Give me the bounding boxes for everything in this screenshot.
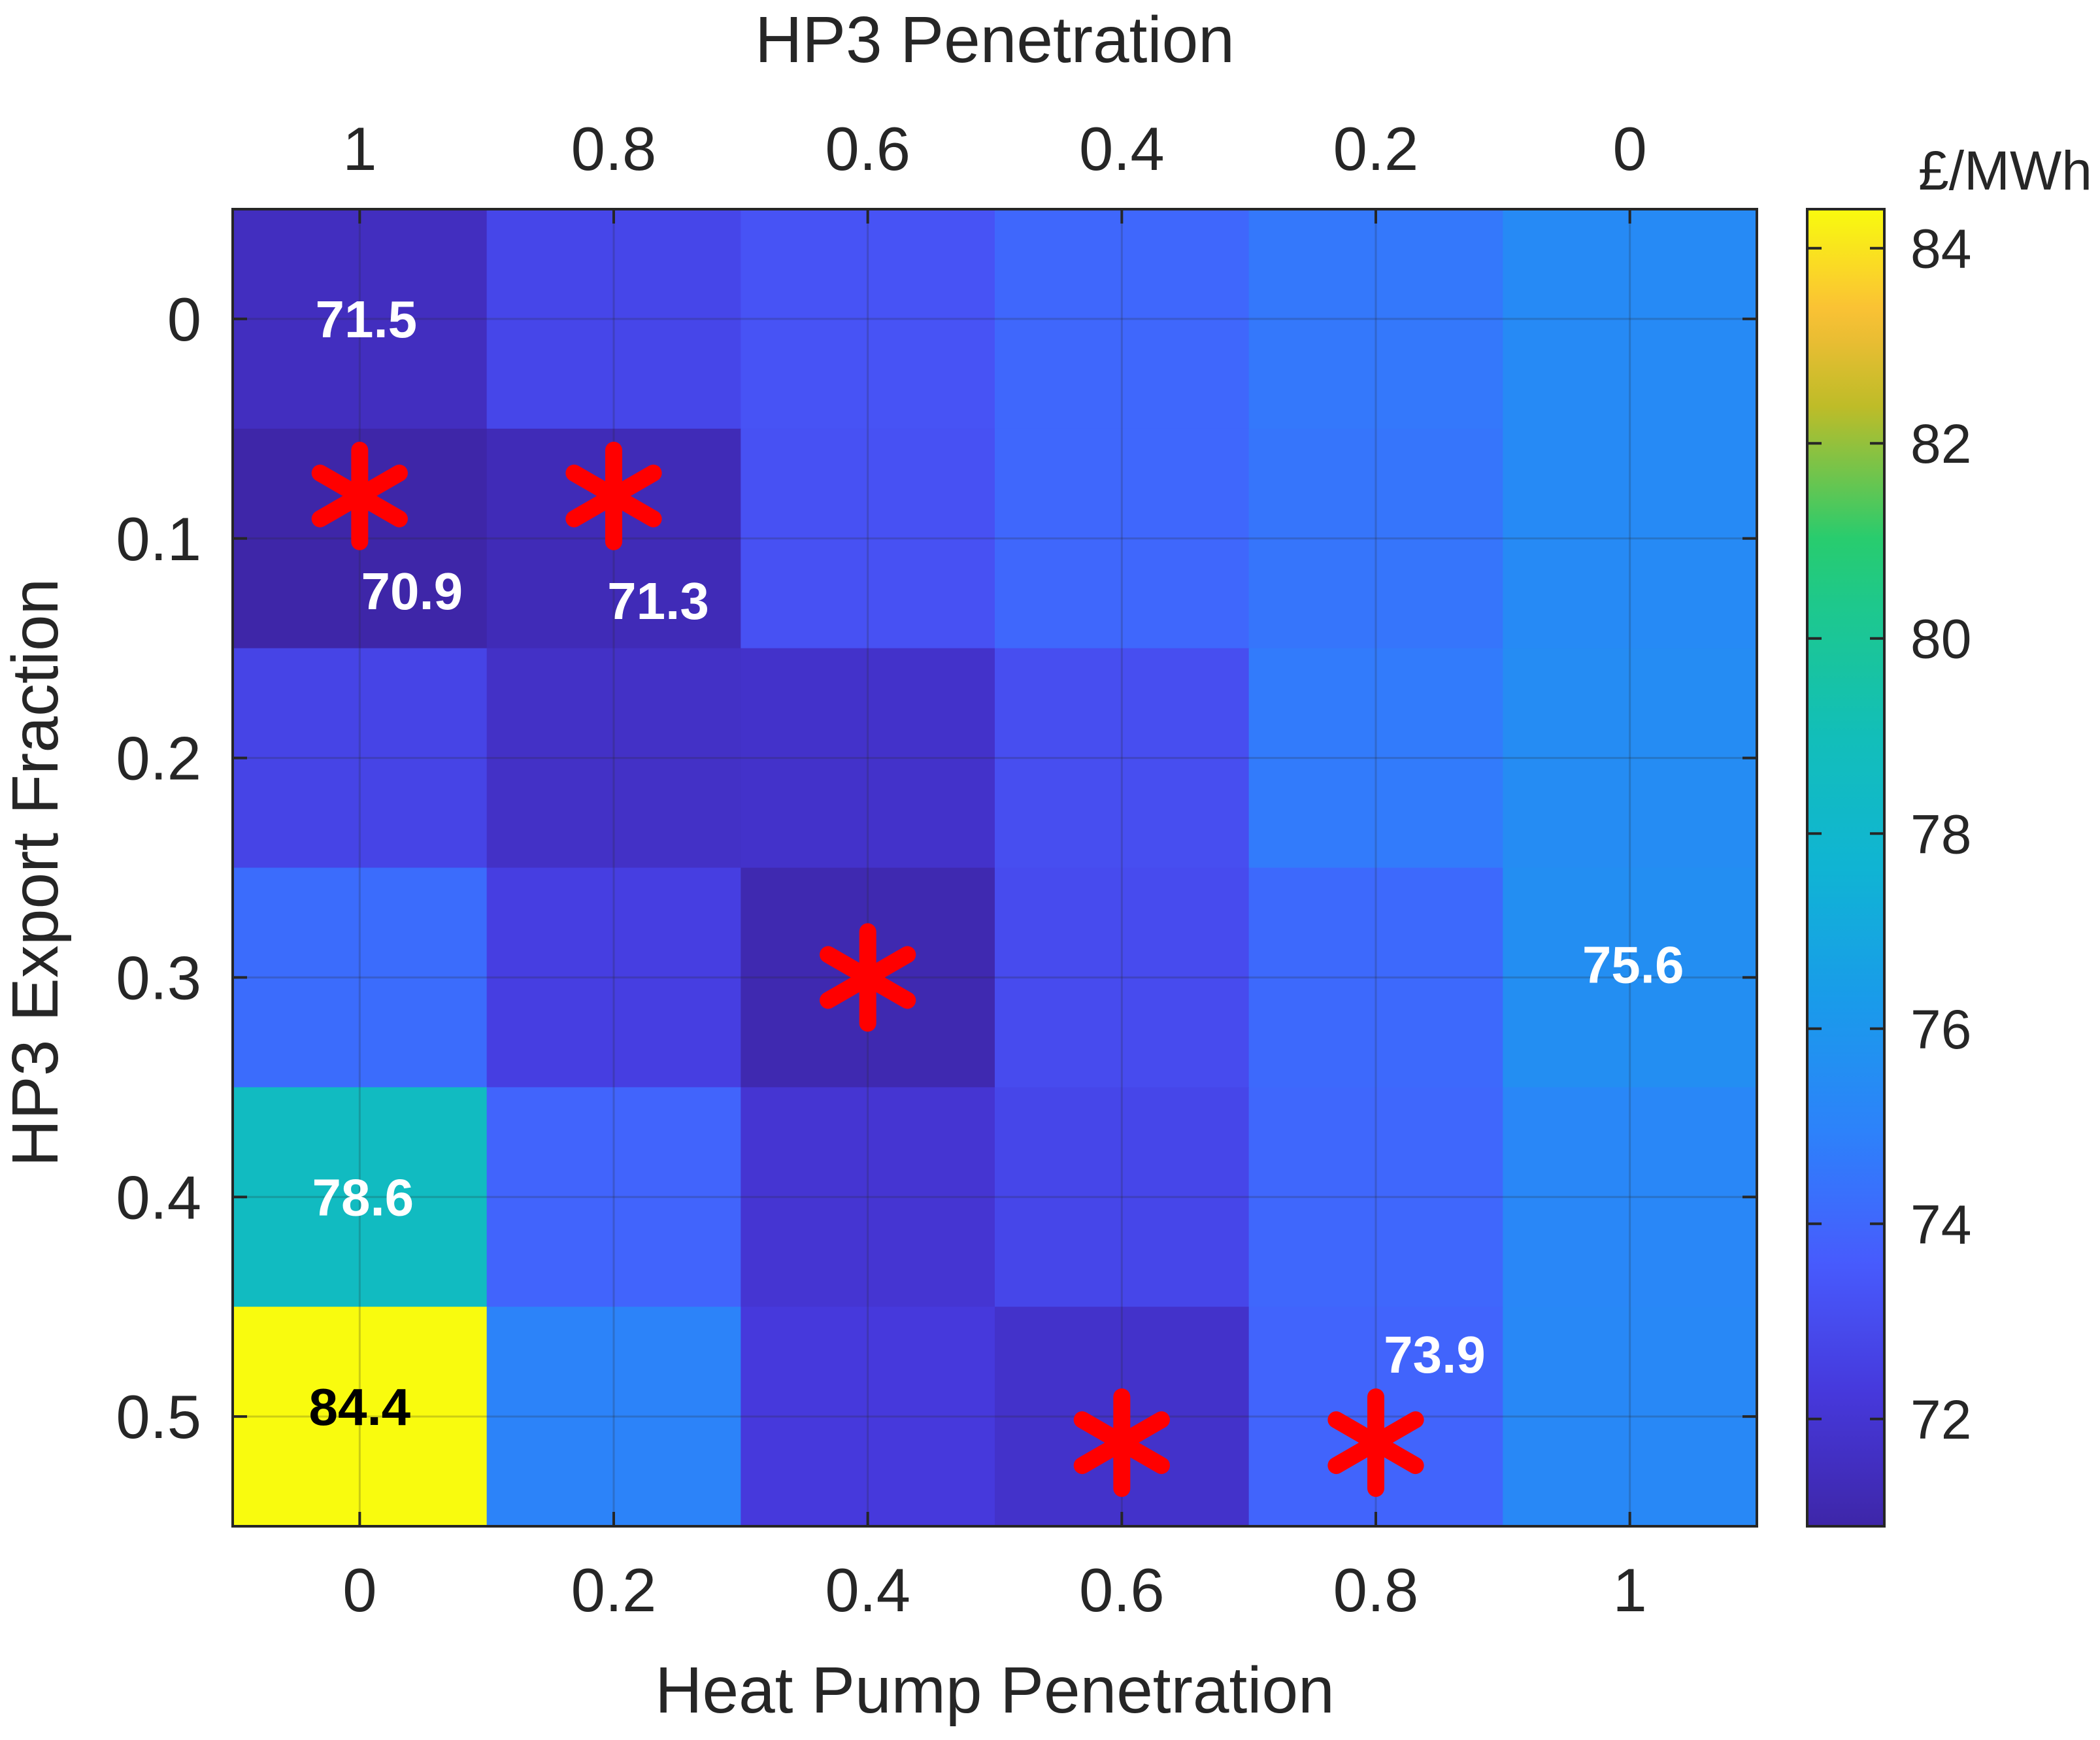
cell-value-label: 78.6: [312, 1168, 414, 1226]
heatmap-cell: [486, 1307, 741, 1527]
top-x-tick-label: 0: [1613, 114, 1647, 183]
axis-ticks: 0 0.2 0.4 0.6 0.8 1 1 0.8 0.6 0.4 0.2 0 0 0.1 0.2 0.3 0.…: [116, 114, 1757, 1624]
top-x-tick-label: 1: [342, 114, 376, 183]
heatmap-cell: [1248, 648, 1503, 868]
heatmap-cell: [486, 648, 741, 868]
heatmap-cell: [486, 209, 741, 429]
y-axis-title: HP3 Export Fraction: [0, 578, 72, 1167]
heatmap-cell: [995, 648, 1250, 868]
heatmap-cell: [1248, 1087, 1503, 1307]
heatmap-cell: [995, 428, 1250, 649]
top-x-tick-label: 0.2: [1333, 114, 1419, 183]
colorbar-tick-label: 82: [1910, 413, 1971, 475]
heatmap-cell: [233, 867, 488, 1088]
asterisk-stroke: [311, 464, 408, 527]
heatmap-cell: [1503, 648, 1758, 868]
asterisk-marker: [565, 441, 662, 550]
asterisk-marker: [1327, 1388, 1424, 1497]
colorbar-tick-label: 74: [1910, 1194, 1971, 1255]
asterisk-stroke: [1073, 1411, 1170, 1475]
top-x-tick-label: 0.8: [571, 114, 657, 183]
top-x-tick-label: 0.6: [825, 114, 910, 183]
cell-value-label: 71.5: [315, 290, 417, 348]
colorbar-tick-label: 72: [1910, 1389, 1971, 1450]
heatmap-cell: [995, 1087, 1250, 1307]
top-axis-title: HP3 Penetration: [755, 3, 1235, 76]
colorbar-tick-label: 84: [1910, 218, 1971, 280]
heatmap-cell: [995, 867, 1250, 1088]
heatmap-cell: [1503, 1087, 1758, 1307]
heatmap-cell: [486, 867, 741, 1088]
top-x-tick-label: 0.4: [1079, 114, 1165, 183]
heatmap-cells: [233, 209, 1758, 1527]
heatmap-cell: [1503, 209, 1758, 429]
asterisk-marker: [820, 923, 916, 1032]
y-tick-label: 0.5: [116, 1382, 201, 1451]
colorbar-unit-label: £/MWh: [1918, 140, 2092, 201]
colorbar-ticks: 72 74 76 78 80 82 84: [1807, 218, 1971, 1450]
cell-value-label: 70.9: [361, 562, 463, 620]
y-tick-label: 0.1: [116, 505, 201, 573]
heatmap-cell: [741, 428, 995, 649]
heatmap-cell: [233, 648, 488, 868]
asterisk-stroke: [1327, 1411, 1424, 1475]
heatmap-cell: [1503, 428, 1758, 649]
heatmap-cell: [233, 1087, 488, 1307]
cell-value-label: 75.6: [1582, 935, 1684, 994]
x-tick-label: 0.8: [1333, 1556, 1419, 1624]
y-tick-label: 0.4: [116, 1163, 201, 1231]
heatmap-cell: [233, 1307, 488, 1527]
heatmap-cell: [1503, 867, 1758, 1088]
heatmap-cell: [486, 1087, 741, 1307]
asterisk-stroke: [565, 464, 662, 527]
x-tick-label: 1: [1613, 1556, 1647, 1624]
asterisk-stroke: [820, 946, 916, 1009]
x-axis-title: Heat Pump Penetration: [655, 1654, 1335, 1727]
heatmap-cell: [741, 648, 995, 868]
heatmap-cell: [233, 209, 488, 429]
heatmap-cell: [741, 209, 995, 429]
x-tick-label: 0.6: [1079, 1556, 1165, 1624]
x-tick-label: 0: [342, 1556, 376, 1624]
colorbar-tick-label: 80: [1910, 609, 1971, 670]
x-tick-label: 0.4: [825, 1556, 910, 1624]
cell-value-label: 71.3: [607, 572, 709, 630]
y-tick-label: 0.2: [116, 724, 201, 793]
cell-value-label: 73.9: [1384, 1326, 1486, 1384]
colorbar-tick-label: 78: [1910, 803, 1971, 865]
heatmap-cell: [995, 209, 1250, 429]
asterisk-marker: [311, 441, 408, 550]
plot-frame: [231, 208, 1758, 1528]
heatmap-cell: [741, 1307, 995, 1527]
colorbar-tick-label: 76: [1910, 999, 1971, 1060]
colorbar: [1806, 208, 1886, 1528]
x-tick-label: 0.2: [571, 1556, 657, 1624]
heatmap-cell: [1503, 1307, 1758, 1527]
heatmap-cell: [1248, 428, 1503, 649]
heatmap-cell: [741, 1087, 995, 1307]
grid-lines: [233, 209, 1757, 1526]
cell-value-labels: 71.5 70.9 71.3 75.6 78.6 84.4 73.9: [308, 290, 1684, 1436]
asterisk-marker: [1073, 1388, 1170, 1497]
heatmap-cell: [1248, 867, 1503, 1088]
heatmap-cell: [1248, 209, 1503, 429]
optimum-markers: [311, 441, 1424, 1497]
y-tick-label: 0.3: [116, 943, 201, 1012]
cell-value-label: 84.4: [308, 1378, 410, 1436]
y-tick-label: 0: [167, 285, 201, 354]
